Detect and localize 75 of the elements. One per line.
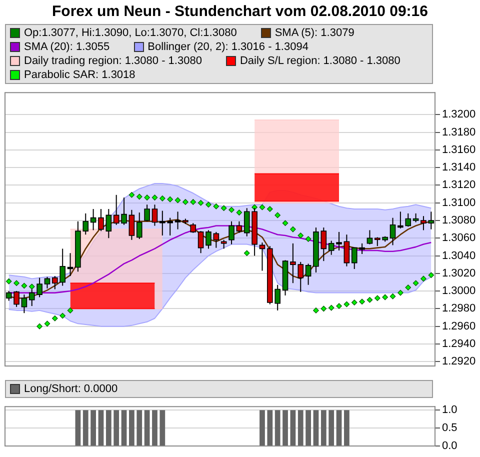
point (282, 220, 288, 226)
point (182, 199, 188, 205)
legend-label: Daily trading region: 1.3080 - 1.3080 (24, 54, 202, 68)
point (405, 284, 412, 290)
point (167, 196, 173, 202)
point (428, 272, 434, 278)
point (344, 301, 350, 308)
y-tick-label: 1.2920 (442, 356, 476, 368)
point (298, 232, 304, 238)
point (152, 194, 158, 200)
point (21, 282, 28, 289)
point (398, 290, 404, 296)
y-tick-label: 0.5 (442, 422, 458, 434)
point (328, 304, 334, 311)
point (128, 192, 135, 198)
y-tick-label: 1.3120 (442, 179, 476, 192)
point (136, 194, 142, 200)
point (290, 226, 296, 232)
y-tick-label: 1.0 (442, 404, 458, 416)
point (267, 206, 273, 212)
y-tick-label: 1.3080 (442, 214, 476, 227)
y-tick-label: 1.3000 (442, 285, 476, 298)
point (198, 200, 204, 206)
point (228, 207, 234, 213)
point (36, 323, 42, 330)
point (420, 276, 426, 282)
y-tick-label: 1.2980 (442, 302, 476, 315)
legend-label: Op:1.3077, Hi:1.3090, Lo:1.3070, Cl:1.3080 (24, 26, 237, 40)
point (374, 295, 380, 301)
legend-label: SMA (5): 1.3079 (274, 26, 354, 40)
y-tick-label: 1.2940 (442, 338, 476, 350)
point (190, 199, 196, 205)
point (14, 280, 20, 286)
legend-label: Daily S/L region: 1.3080 - 1.3080 (240, 54, 400, 68)
point (144, 194, 150, 200)
y-tick-label: 1.3100 (442, 196, 476, 209)
point (366, 296, 373, 303)
point (206, 202, 212, 208)
point (67, 308, 74, 314)
y-tick-label: 1.3140 (442, 162, 476, 174)
point (60, 312, 66, 319)
point (52, 315, 58, 322)
chart-title: Forex um Neun - Stundenchart vom 02.08.2010 09:16 (51, 2, 429, 22)
point (320, 306, 327, 312)
point (351, 300, 358, 306)
y-tick-label: 1.3200 (442, 108, 476, 121)
point (28, 284, 35, 290)
y-tick-label: 1.3040 (442, 250, 476, 262)
point (336, 303, 342, 309)
legend-label: Parabolic SAR: 1.3018 (24, 68, 136, 82)
point (174, 197, 181, 204)
point (220, 205, 227, 212)
y-tick-label: 0.0 (442, 440, 458, 452)
y-tick-label: 1.2960 (442, 320, 476, 332)
legend-label: Long/Short: 0.0000 (24, 382, 118, 396)
y-tick-label: 1.3160 (442, 144, 476, 156)
point (390, 293, 396, 300)
y-tick-label: 1.3060 (442, 232, 476, 244)
point (259, 204, 266, 210)
y-tick-label: 1.3020 (442, 267, 476, 280)
point (236, 210, 242, 216)
point (213, 203, 220, 210)
point (313, 308, 319, 314)
point (274, 212, 280, 218)
point (44, 320, 50, 327)
point (6, 278, 12, 284)
point (244, 250, 250, 256)
legend-label: Bollinger (20, 2): 1.3016 - 1.3094 (148, 40, 308, 54)
point (412, 280, 419, 286)
point (382, 294, 388, 300)
y-tick-label: 1.3180 (442, 126, 476, 138)
point (305, 236, 312, 242)
point (160, 196, 166, 202)
point (359, 298, 365, 305)
legend-label: SMA (20): 1.3055 (24, 40, 110, 54)
